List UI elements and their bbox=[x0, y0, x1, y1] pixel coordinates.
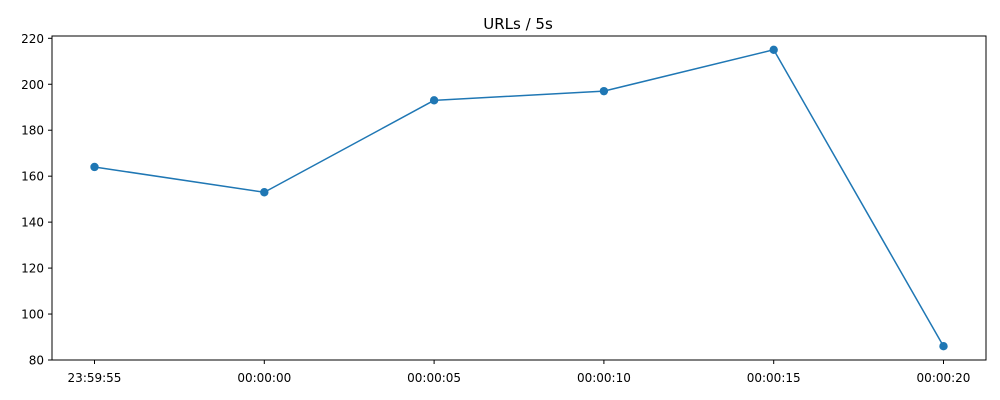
y-tick-label: 180 bbox=[21, 124, 44, 138]
x-tick-label: 00:00:00 bbox=[237, 371, 291, 385]
series-line bbox=[94, 49, 945, 347]
x-tick-label: 00:00:15 bbox=[747, 371, 801, 385]
data-point bbox=[599, 86, 609, 96]
x-tick-label: 00:00:10 bbox=[577, 371, 631, 385]
data-point bbox=[769, 45, 778, 54]
y-axis: 80 100 120 140 160 180 200 220 bbox=[21, 32, 52, 368]
y-tick-label: 120 bbox=[21, 262, 44, 276]
x-tick-label: 00:00:05 bbox=[407, 371, 461, 385]
y-tick-label: 80 bbox=[29, 354, 44, 368]
y-tick-label: 100 bbox=[21, 308, 44, 322]
chart-title: URLs / 5s bbox=[483, 15, 553, 33]
x-axis: 23:59:55 00:00:00 00:00:05 00:00:10 00:00:15… bbox=[68, 360, 971, 385]
data-point bbox=[90, 162, 99, 172]
plot-area bbox=[51, 35, 987, 361]
data-point bbox=[429, 96, 439, 105]
y-tick-label: 220 bbox=[21, 32, 44, 46]
y-tick-label: 140 bbox=[21, 216, 44, 230]
y-tick-label: 200 bbox=[21, 78, 44, 92]
x-tick-label: 23:59:55 bbox=[68, 371, 122, 385]
series-layer bbox=[90, 45, 948, 351]
data-point bbox=[260, 188, 269, 197]
x-tick-label: 00:00:20 bbox=[917, 371, 971, 385]
y-tick-label: 160 bbox=[21, 170, 44, 184]
data-point bbox=[939, 342, 948, 351]
